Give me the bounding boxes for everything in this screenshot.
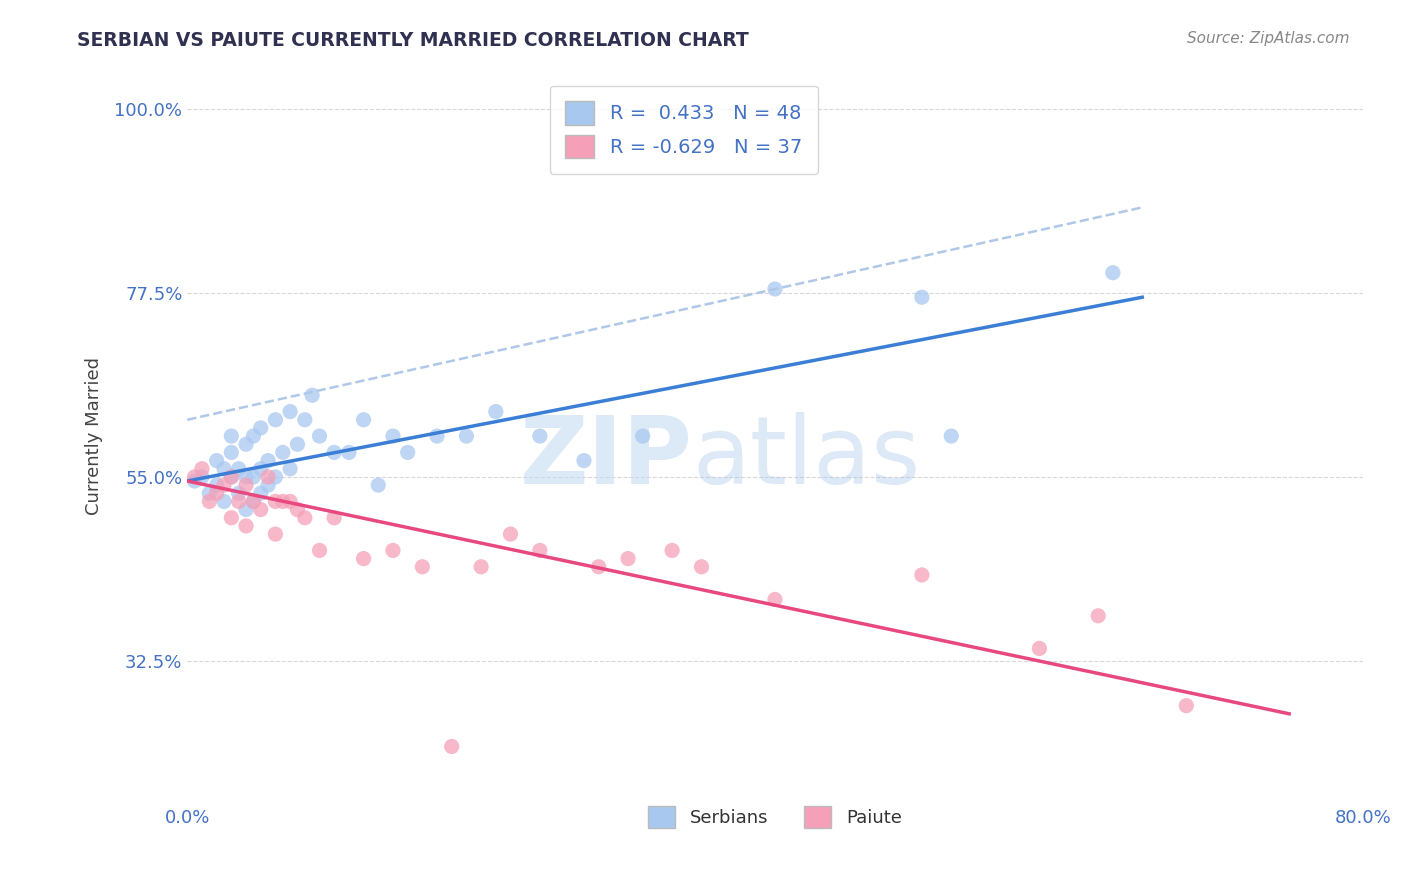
Point [617,551,640,566]
Point [264,527,287,541]
Point [235,478,257,492]
Point [323,510,346,524]
Point [690,559,713,574]
Point [367,478,389,492]
Point [661,543,683,558]
Point [212,462,235,476]
Point [499,527,522,541]
Point [242,494,264,508]
Point [411,559,433,574]
Point [294,413,316,427]
Point [396,445,419,459]
Point [294,510,316,524]
Point [287,502,309,516]
Point [1175,698,1198,713]
Point [235,502,257,516]
Point [198,494,221,508]
Point [228,486,250,500]
Legend: Serbians, Paiute: Serbians, Paiute [641,798,908,835]
Point [235,470,257,484]
Point [242,494,264,508]
Point [242,470,264,484]
Point [205,453,228,467]
Point [212,478,235,492]
Point [941,429,963,443]
Point [631,429,654,443]
Point [278,404,301,418]
Point [381,429,404,443]
Point [301,388,323,402]
Point [271,494,294,508]
Point [572,453,595,467]
Point [264,494,287,508]
Point [529,429,551,443]
Point [456,429,478,443]
Point [221,429,243,443]
Point [353,551,375,566]
Point [529,543,551,558]
Point [353,413,375,427]
Point [440,739,463,754]
Point [271,445,294,459]
Point [1102,266,1125,280]
Point [308,429,330,443]
Point [1087,608,1109,623]
Point [183,474,205,488]
Point [221,445,243,459]
Point [191,462,214,476]
Text: Source: ZipAtlas.com: Source: ZipAtlas.com [1187,31,1350,46]
Point [763,592,786,607]
Text: SERBIAN VS PAIUTE CURRENTLY MARRIED CORRELATION CHART: SERBIAN VS PAIUTE CURRENTLY MARRIED CORR… [77,31,749,50]
Point [911,290,934,304]
Point [221,470,243,484]
Text: ZIP: ZIP [520,412,693,504]
Point [249,486,271,500]
Point [278,494,301,508]
Point [249,421,271,435]
Point [242,429,264,443]
Point [235,437,257,451]
Point [212,494,235,508]
Point [470,559,492,574]
Point [1028,641,1050,656]
Point [257,453,280,467]
Point [205,486,228,500]
Point [249,462,271,476]
Point [191,470,214,484]
Point [221,510,243,524]
Point [221,470,243,484]
Point [264,470,287,484]
Text: atlas: atlas [693,412,921,504]
Point [198,486,221,500]
Point [381,543,404,558]
Point [205,478,228,492]
Point [323,445,346,459]
Point [183,470,205,484]
Point [308,543,330,558]
Point [264,413,287,427]
Point [426,429,449,443]
Point [278,462,301,476]
Point [911,568,934,582]
Point [485,404,508,418]
Point [337,445,360,459]
Point [763,282,786,296]
Point [588,559,610,574]
Y-axis label: Currently Married: Currently Married [86,357,103,515]
Point [287,437,309,451]
Point [228,462,250,476]
Point [249,502,271,516]
Point [257,478,280,492]
Point [257,470,280,484]
Point [235,519,257,533]
Point [228,494,250,508]
